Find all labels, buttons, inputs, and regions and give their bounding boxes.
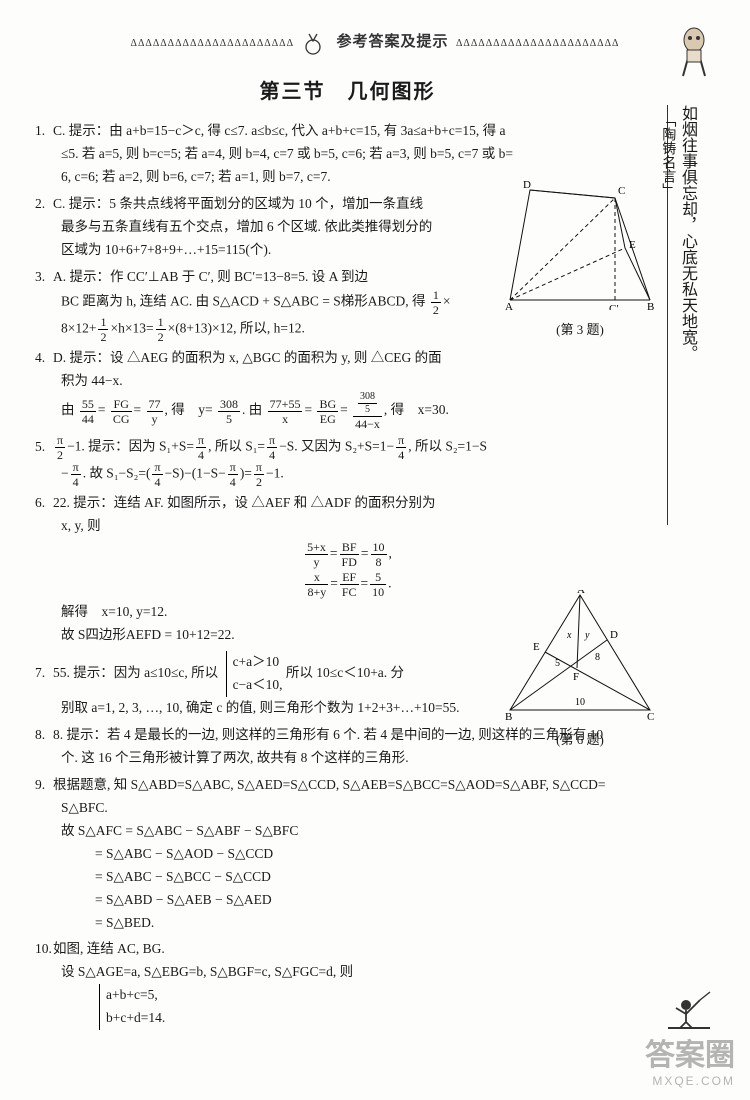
svg-text:10: 10 [575, 697, 585, 708]
figure-caption: (第 3 题) [505, 319, 655, 338]
item-1: 1.C. 提示：由 a+b=15−c＞c, 得 c≤7. a≤b≤c, 代入 a… [35, 120, 660, 189]
svg-text:C′: C′ [609, 303, 619, 310]
item-5: 5.π2−1. 提示：因为 S₁+S=π4, 所以 S₁=π4−S. 又因为 S… [35, 434, 660, 488]
item-10: 10.如图, 连结 AC, BG. 设 S△AGE=a, S△EBG=b, S△… [35, 938, 660, 1030]
svg-text:B: B [647, 301, 654, 310]
svg-text:D: D [523, 180, 531, 191]
svg-text:F: F [573, 671, 579, 683]
figure-3: A B C D E C′ (第 3 题) [505, 180, 655, 338]
watermark: 答案圈 MXQE.COM [645, 1030, 735, 1088]
watermark-url: MXQE.COM [645, 1074, 735, 1088]
svg-text:E: E [629, 239, 636, 251]
svg-text:A: A [505, 301, 513, 310]
item-9: 9.根据题意, 知 S△ABD=S△ABC, S△AED=S△CCD, S△AE… [35, 774, 660, 935]
svg-text:C: C [647, 711, 654, 720]
svg-text:x: x [566, 630, 572, 641]
item-number: 2. [35, 193, 53, 216]
svg-text:B: B [505, 711, 512, 720]
equation-system: a+b+c=5, b+c+d=14. [99, 984, 165, 1030]
svg-text:A: A [577, 590, 585, 596]
watermark-text: 答案圈 [645, 1030, 735, 1074]
figure-6: A B C D E F x y 5 8 10 (第 6 题) [505, 590, 655, 748]
item-number: 4. [35, 347, 53, 370]
item-number: 9. [35, 774, 53, 797]
svg-text:D: D [610, 629, 618, 641]
item-number: 7. [35, 662, 53, 685]
equation-system: c+a＞10 c−a＜10, [226, 651, 283, 697]
item-number: 8. [35, 724, 53, 747]
svg-text:5: 5 [555, 658, 560, 669]
fraction: 12 [431, 289, 441, 316]
item-number: 3. [35, 266, 53, 289]
svg-text:E: E [533, 641, 540, 653]
section-title: 第三节 几何图形 [35, 75, 660, 104]
figure-caption: (第 6 题) [505, 729, 655, 748]
item-number: 6. [35, 492, 53, 515]
mascot-bottom-icon [666, 990, 712, 1032]
svg-text:8: 8 [595, 652, 600, 663]
svg-text:y: y [584, 630, 590, 641]
item-number: 5. [35, 436, 53, 459]
item-4: 4.D. 提示：设 △AEG 的面积为 x, △BGC 的面积为 y, 则 △C… [35, 347, 660, 431]
item-number: 10. [35, 938, 53, 961]
item-number: 1. [35, 120, 53, 143]
svg-text:C: C [618, 185, 625, 197]
